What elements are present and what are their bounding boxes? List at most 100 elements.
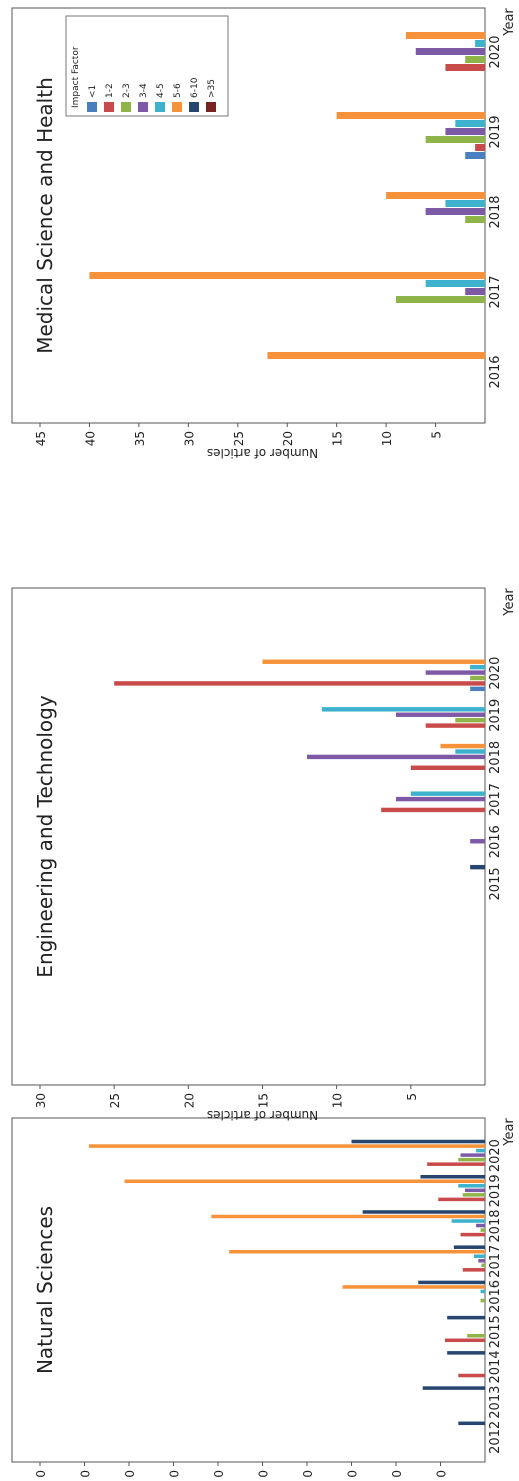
bar-610-2013 <box>422 1386 485 1390</box>
y-axis-label: Number of articles <box>207 1108 318 1122</box>
chart-title: Natural Sciences <box>33 1206 57 1374</box>
y-tick-label: 40 <box>83 431 97 446</box>
bar-12-2019 <box>438 1197 485 1202</box>
bar-23-2019 <box>462 1193 485 1197</box>
bar-34-2017 <box>478 1259 485 1263</box>
bar-45-2020 <box>476 1148 485 1153</box>
y-tick-label: 600 <box>212 1470 226 1477</box>
bar-12-2020 <box>114 681 486 686</box>
x-tick-label: 2014 <box>488 1350 503 1383</box>
bar-34-2017 <box>396 796 485 802</box>
x-tick-label: 2012 <box>488 1421 503 1454</box>
bar-45-2018 <box>455 749 485 754</box>
bar-23-2020 <box>470 675 485 681</box>
bar-34-2019 <box>445 128 485 135</box>
chart-panel-1: Natural Sciences 100 200 300 400 500 600 700 800… <box>11 1117 517 1481</box>
legend-swatch <box>138 102 148 112</box>
x-tick-label: 2019 <box>488 1174 503 1207</box>
x-tick-label: 2020 <box>488 657 503 690</box>
x-tick-label: 2016 <box>488 1280 503 1313</box>
y-tick-label: 500 <box>257 1470 271 1477</box>
y-tick-label: 1000 <box>34 1470 48 1477</box>
panel-frame <box>11 587 486 1086</box>
bar-56-2017 <box>229 1249 485 1254</box>
bar-23-2016 <box>480 1298 485 1303</box>
y-tick-label: 15 <box>257 1093 271 1108</box>
legend: Impact Factor <1 1-2 2-3 3-4 4-5 5-6 6-10 >35 <box>65 15 229 117</box>
bar-56-2020 <box>405 32 485 39</box>
bar-12-2018 <box>460 1232 485 1237</box>
y-tick-label: 5 <box>430 431 444 439</box>
x-tick-label: 2019 <box>488 699 503 732</box>
chart-title: Engineering and Technology <box>33 695 57 978</box>
bar-56-2016 <box>267 352 485 359</box>
bar-23-2019 <box>425 136 485 143</box>
bar-12-2017 <box>462 1268 485 1272</box>
y-tick-label: 10 <box>380 431 394 446</box>
panel-frame <box>11 1117 486 1463</box>
bar-45-2019 <box>458 1184 485 1188</box>
bar-45-2020 <box>470 664 485 670</box>
bar-56-2016 <box>342 1285 485 1289</box>
bar-23-2020 <box>458 1157 485 1162</box>
y-tick-label: 200 <box>390 1470 404 1477</box>
legend-label: 5-6 <box>173 83 183 98</box>
y-tick-label: 20 <box>182 1093 196 1108</box>
x-tick-label: 2013 <box>488 1386 503 1419</box>
y-tick-label: 10 <box>331 1093 345 1108</box>
bar-45-2019 <box>321 707 485 712</box>
bar-34-2019 <box>396 712 485 717</box>
bar-56-2018 <box>440 743 485 749</box>
chart-panel-2: Engineering and Technology 5 10 15 20 25 30 Num… <box>11 587 517 1122</box>
y-tick-label: 700 <box>168 1470 182 1477</box>
bar-45-2018 <box>451 1219 485 1223</box>
legend-label: 3-4 <box>139 83 149 98</box>
y-tick-label: 30 <box>34 1093 48 1108</box>
y-tick-label: 25 <box>232 431 246 446</box>
bar-610-2019 <box>420 1174 485 1179</box>
y-tick-label: 900 <box>79 1470 93 1477</box>
bar-34-2018 <box>476 1223 485 1228</box>
x-axis-label: Year <box>502 8 517 37</box>
x-tick-label: 2019 <box>488 115 503 148</box>
bar-34-2017 <box>465 288 485 295</box>
bar-610-2015 <box>447 1315 485 1320</box>
bar-12-2014 <box>458 1373 485 1378</box>
bar-56-2017 <box>89 272 485 279</box>
y-tick-label: 25 <box>108 1093 122 1108</box>
bar-23-2017 <box>481 1263 485 1268</box>
chart-title: Medical Science and Health <box>33 77 57 354</box>
bar-34-2020 <box>425 670 485 675</box>
bar-12-2019 <box>425 723 485 728</box>
legend-swatch <box>155 102 165 112</box>
bar-23-2019 <box>455 717 485 723</box>
y-tick-label: 300 <box>346 1470 360 1477</box>
bar-56-2020 <box>88 1144 485 1148</box>
y-tick-label: 400 <box>301 1470 315 1477</box>
x-tick-label: 2018 <box>488 195 503 228</box>
bar-610-2020 <box>351 1139 485 1144</box>
bar-56-2018 <box>211 1214 485 1219</box>
bar-34-2018 <box>307 754 485 760</box>
bar-45-2017 <box>425 280 485 287</box>
bar-56-2018 <box>386 192 485 199</box>
bar-610-2018 <box>362 1210 485 1214</box>
x-tick-label: 2015 <box>488 867 503 900</box>
bar-34-2019 <box>464 1188 485 1193</box>
bar-23-2018 <box>465 216 485 223</box>
legend-label: <1 <box>88 85 98 98</box>
legend-swatch <box>206 102 216 112</box>
bar-23-2018 <box>480 1228 485 1232</box>
x-tick-label: 2020 <box>488 35 503 68</box>
bar-34-2020 <box>415 48 485 55</box>
panel-frame <box>11 7 486 424</box>
x-tick-label: 2020 <box>488 1139 503 1172</box>
legend-swatch <box>87 102 97 112</box>
y-tick-label: 100 <box>435 1470 449 1477</box>
chart-panel-3: Medical Science and Health 5 10 15 20 25 30 35 4… <box>11 7 517 460</box>
legend-swatch <box>121 102 131 112</box>
bar-45-2020 <box>475 40 485 47</box>
bar-56-2020 <box>262 659 485 664</box>
bar-12-2015 <box>444 1338 485 1343</box>
y-tick-label: 30 <box>182 431 196 446</box>
